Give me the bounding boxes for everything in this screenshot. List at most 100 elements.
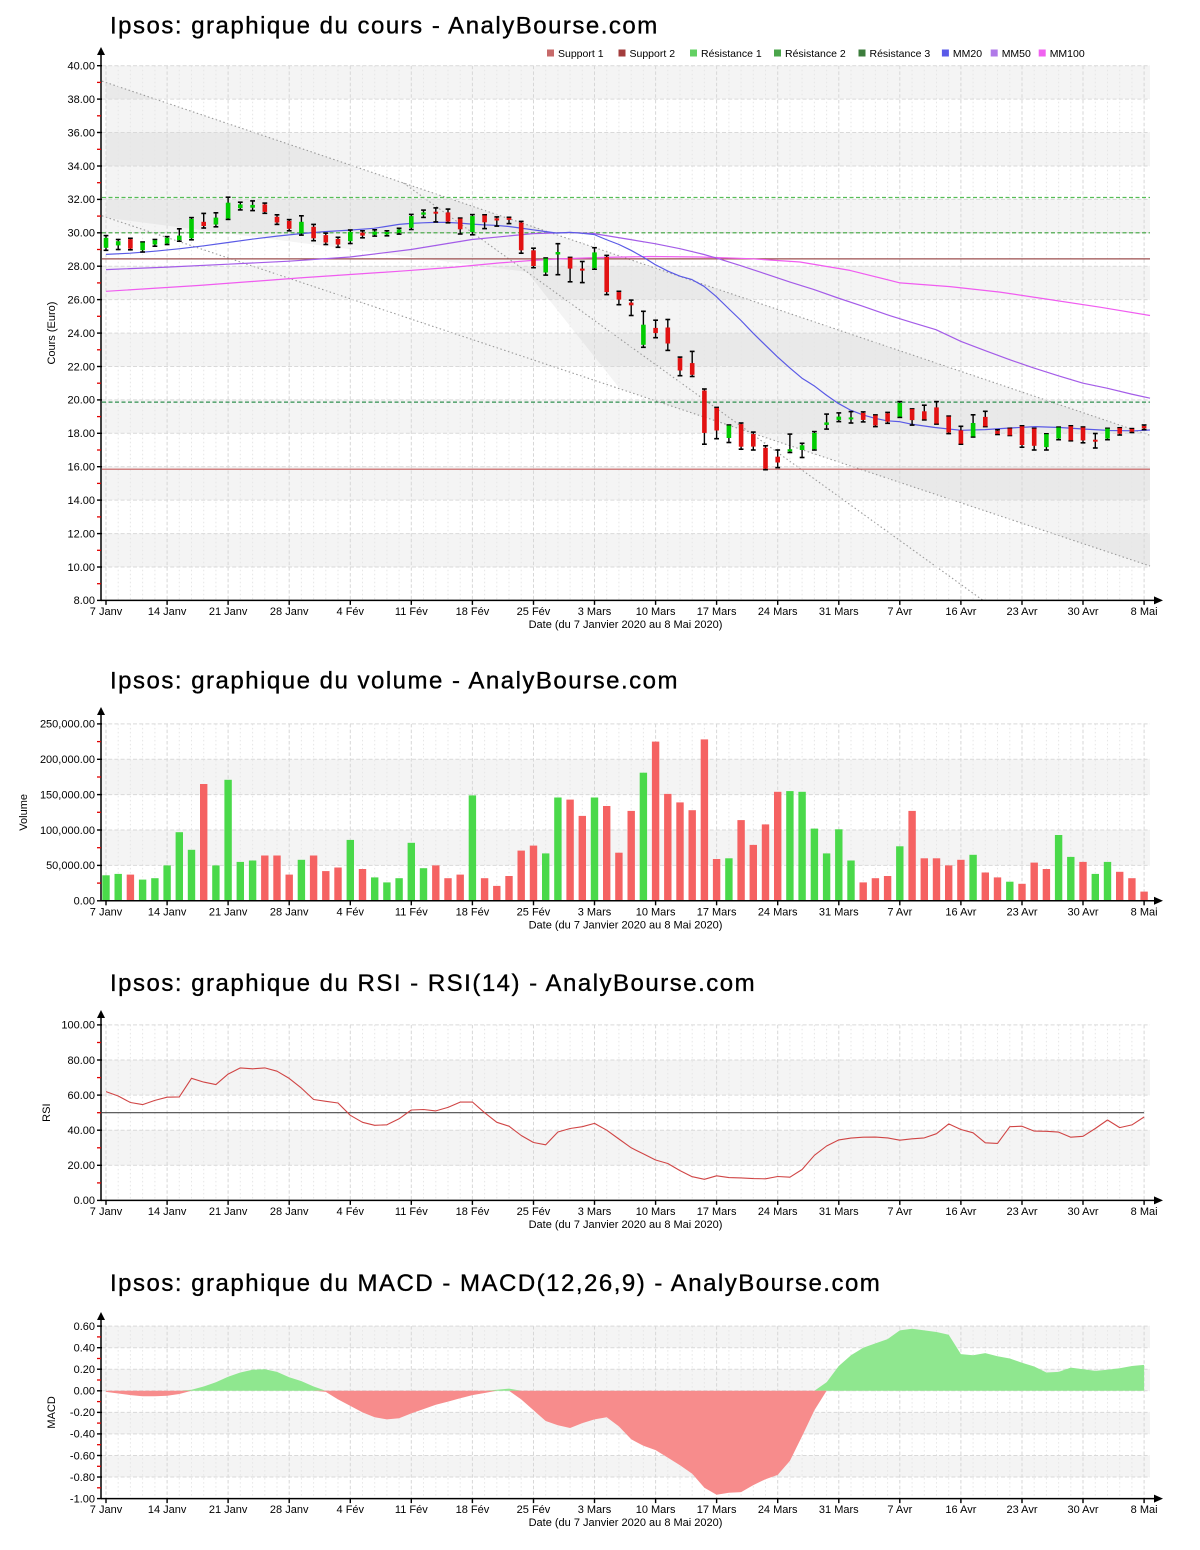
svg-text:MM100: MM100 (1050, 48, 1085, 60)
svg-text:36.00: 36.00 (67, 127, 95, 139)
svg-text:30 Avr: 30 Avr (1068, 1504, 1099, 1516)
svg-text:23 Avr: 23 Avr (1007, 606, 1038, 618)
svg-text:-0.20: -0.20 (70, 1407, 95, 1419)
svg-text:25 Fév: 25 Fév (517, 606, 551, 618)
svg-text:10.00: 10.00 (67, 562, 95, 574)
svg-text:3 Mars: 3 Mars (578, 906, 612, 918)
svg-text:100,000.00: 100,000.00 (40, 825, 95, 837)
svg-text:21 Janv: 21 Janv (209, 606, 248, 618)
svg-text:150,000.00: 150,000.00 (40, 789, 95, 801)
svg-text:18 Fév: 18 Fév (456, 1504, 490, 1516)
svg-text:23 Avr: 23 Avr (1007, 1206, 1038, 1218)
svg-text:-1.00: -1.00 (70, 1493, 95, 1505)
svg-text:30 Avr: 30 Avr (1068, 606, 1099, 618)
svg-text:17 Mars: 17 Mars (697, 1206, 737, 1218)
svg-text:40.00: 40.00 (67, 61, 95, 73)
svg-text:31 Mars: 31 Mars (819, 1206, 859, 1218)
svg-text:18.00: 18.00 (67, 428, 95, 440)
svg-text:28 Janv: 28 Janv (270, 606, 309, 618)
svg-text:MM20: MM20 (953, 48, 982, 60)
svg-text:14 Janv: 14 Janv (148, 1206, 187, 1218)
svg-text:30 Avr: 30 Avr (1068, 1206, 1099, 1218)
svg-text:16.00: 16.00 (67, 462, 95, 474)
svg-text:8 Mai: 8 Mai (1131, 906, 1158, 918)
svg-text:RSI: RSI (41, 1103, 53, 1121)
svg-text:-0.60: -0.60 (70, 1450, 95, 1462)
svg-text:3 Mars: 3 Mars (578, 606, 612, 618)
svg-text:20.00: 20.00 (67, 395, 95, 407)
svg-text:31 Mars: 31 Mars (819, 1504, 859, 1516)
svg-text:16 Avr: 16 Avr (945, 906, 976, 918)
svg-text:10 Mars: 10 Mars (636, 1206, 676, 1218)
svg-text:80.00: 80.00 (67, 1055, 95, 1067)
svg-text:-0.80: -0.80 (70, 1472, 95, 1484)
svg-text:7 Janv: 7 Janv (90, 1206, 123, 1218)
svg-text:4 Fév: 4 Fév (337, 1206, 365, 1218)
svg-text:18 Fév: 18 Fév (456, 906, 490, 918)
svg-text:28 Janv: 28 Janv (270, 1504, 309, 1516)
svg-text:0.60: 0.60 (74, 1321, 95, 1333)
svg-text:24 Mars: 24 Mars (758, 606, 798, 618)
svg-text:Résistance 3: Résistance 3 (870, 48, 931, 60)
svg-text:10 Mars: 10 Mars (636, 606, 676, 618)
svg-text:22.00: 22.00 (67, 361, 95, 373)
svg-text:8 Mai: 8 Mai (1131, 1206, 1158, 1218)
svg-text:7 Avr: 7 Avr (887, 1206, 912, 1218)
svg-text:32.00: 32.00 (67, 194, 95, 206)
svg-text:21 Janv: 21 Janv (209, 1206, 248, 1218)
svg-text:MACD: MACD (46, 1396, 58, 1428)
svg-text:21 Janv: 21 Janv (209, 906, 248, 918)
svg-text:8 Mai: 8 Mai (1131, 606, 1158, 618)
svg-text:Ipsos: graphique du RSI - RSI(: Ipsos: graphique du RSI - RSI(14) - Anal… (110, 970, 756, 997)
svg-text:18 Fév: 18 Fév (456, 1206, 490, 1218)
svg-text:7 Janv: 7 Janv (90, 1504, 123, 1516)
svg-text:25 Fév: 25 Fév (517, 906, 551, 918)
svg-text:21 Janv: 21 Janv (209, 1504, 248, 1516)
svg-text:17 Mars: 17 Mars (697, 1504, 737, 1516)
svg-text:10 Mars: 10 Mars (636, 1504, 676, 1516)
svg-text:28 Janv: 28 Janv (270, 1206, 309, 1218)
svg-text:7 Janv: 7 Janv (90, 906, 123, 918)
svg-text:25 Fév: 25 Fév (517, 1504, 551, 1516)
svg-text:11 Fév: 11 Fév (395, 1504, 428, 1516)
svg-text:40.00: 40.00 (67, 1125, 95, 1137)
svg-text:4 Fév: 4 Fév (337, 606, 365, 618)
svg-text:Date (du 7 Janvier 2020 au 8 M: Date (du 7 Janvier 2020 au 8 Mai 2020) (529, 1219, 723, 1231)
svg-text:Ipsos: graphique du MACD - MAC: Ipsos: graphique du MACD - MACD(12,26,9)… (110, 1270, 881, 1297)
svg-text:17 Mars: 17 Mars (697, 906, 737, 918)
svg-text:0.00: 0.00 (74, 896, 95, 908)
svg-text:23 Avr: 23 Avr (1007, 906, 1038, 918)
svg-text:Date (du 7 Janvier 2020 au 8 M: Date (du 7 Janvier 2020 au 8 Mai 2020) (529, 919, 723, 931)
svg-text:10 Mars: 10 Mars (636, 906, 676, 918)
svg-text:38.00: 38.00 (67, 94, 95, 106)
svg-text:Date (du 7 Janvier 2020 au 8 M: Date (du 7 Janvier 2020 au 8 Mai 2020) (529, 619, 723, 631)
svg-text:24 Mars: 24 Mars (758, 1504, 798, 1516)
svg-text:Date (du 7 Janvier 2020 au 8 M: Date (du 7 Janvier 2020 au 8 Mai 2020) (529, 1517, 723, 1529)
svg-text:26.00: 26.00 (67, 294, 95, 306)
svg-text:4 Fév: 4 Fév (337, 1504, 365, 1516)
svg-text:Cours (Euro): Cours (Euro) (46, 302, 58, 365)
svg-text:7 Avr: 7 Avr (887, 1504, 912, 1516)
svg-text:16 Avr: 16 Avr (945, 1206, 976, 1218)
svg-text:7 Avr: 7 Avr (887, 606, 912, 618)
svg-text:23 Avr: 23 Avr (1007, 1504, 1038, 1516)
svg-text:7 Avr: 7 Avr (887, 906, 912, 918)
svg-text:Support 1: Support 1 (558, 48, 604, 60)
svg-text:11 Fév: 11 Fév (395, 906, 428, 918)
svg-text:3 Mars: 3 Mars (578, 1504, 612, 1516)
svg-text:34.00: 34.00 (67, 161, 95, 173)
svg-text:250,000.00: 250,000.00 (40, 719, 95, 731)
svg-text:11 Fév: 11 Fév (395, 606, 428, 618)
svg-text:14.00: 14.00 (67, 495, 95, 507)
svg-text:Résistance 2: Résistance 2 (785, 48, 846, 60)
svg-text:25 Fév: 25 Fév (517, 1206, 551, 1218)
svg-text:Volume: Volume (18, 794, 30, 831)
svg-text:8.00: 8.00 (74, 595, 95, 607)
svg-text:3 Mars: 3 Mars (578, 1206, 612, 1218)
svg-text:14 Janv: 14 Janv (148, 1504, 187, 1516)
svg-text:MM50: MM50 (1002, 48, 1031, 60)
svg-text:18 Fév: 18 Fév (456, 606, 490, 618)
svg-text:Ipsos: graphique du cours - An: Ipsos: graphique du cours - AnalyBourse.… (110, 13, 659, 40)
svg-text:16 Avr: 16 Avr (945, 1504, 976, 1516)
svg-text:0.40: 0.40 (74, 1343, 95, 1355)
